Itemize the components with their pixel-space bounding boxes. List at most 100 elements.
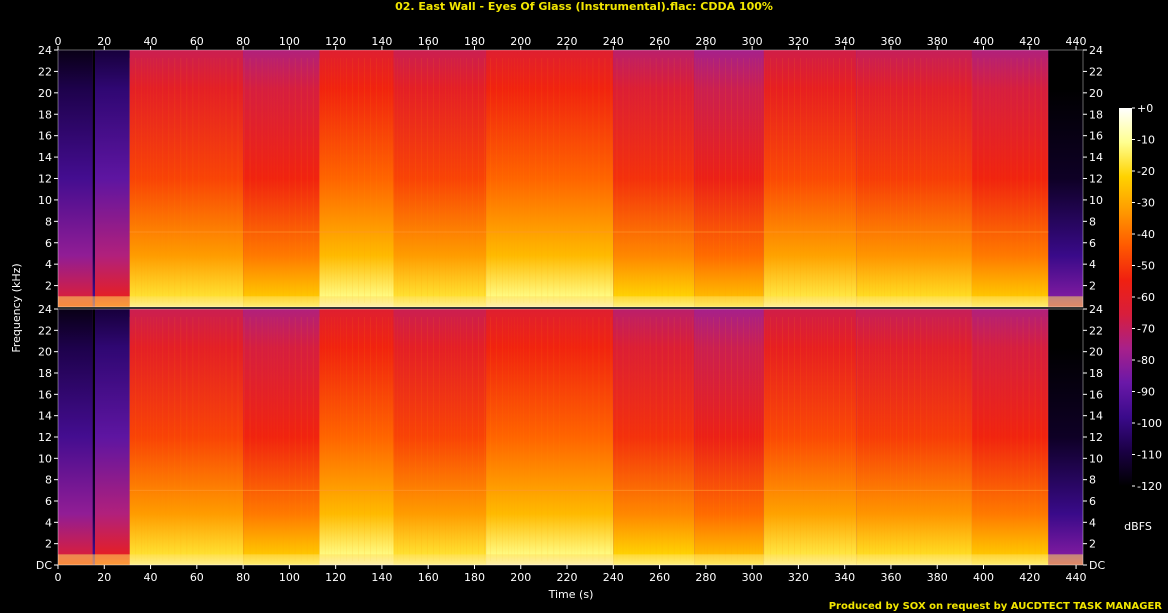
y-tick-label: 20	[1089, 346, 1103, 359]
colorbar-tick-label: -110	[1137, 449, 1162, 462]
x-tick-label: 340	[834, 35, 855, 48]
y-tick-label: 6	[1089, 237, 1096, 250]
x-axis-label: Time (s)	[548, 588, 594, 601]
colorbar-tick-label: -70	[1137, 323, 1155, 336]
low-frequency-band	[58, 296, 1083, 307]
spectrogram-segment	[613, 50, 695, 307]
x-tick-label: 40	[144, 35, 158, 48]
y-tick-label: 2	[1089, 280, 1096, 293]
spectrogram-segment	[613, 309, 695, 565]
spectrogram-segment	[763, 309, 857, 565]
y-tick-label: 16	[1089, 388, 1103, 401]
colorbar-tick-label: -120	[1137, 480, 1162, 493]
x-tick-label: 320	[788, 35, 809, 48]
spectrogram-segment	[319, 50, 394, 307]
colorbar-tick-label: -10	[1137, 134, 1155, 147]
x-tick-label: 440	[1066, 571, 1087, 584]
channel-2	[58, 309, 1083, 565]
y-tick-label: 2	[1089, 538, 1096, 551]
y-tick-label: 16	[38, 130, 52, 143]
y-tick-label: 4	[1089, 258, 1096, 271]
x-tick-label: 140	[371, 571, 392, 584]
y-tick-label: 16	[38, 388, 52, 401]
colorbar-tick-label: -20	[1137, 165, 1155, 178]
x-tick-label: 440	[1066, 35, 1087, 48]
x-tick-label: 80	[236, 35, 250, 48]
y-tick-label: DC	[36, 559, 52, 572]
y-tick-label: 12	[38, 173, 52, 186]
x-tick-label: 160	[418, 571, 439, 584]
y-tick-label: 24	[1089, 44, 1103, 57]
y-tick-label: 22	[1089, 65, 1103, 78]
colorbar-label: dBFS	[1124, 520, 1152, 533]
y-tick-label: 14	[38, 410, 52, 423]
y-tick-label: 12	[1089, 173, 1103, 186]
x-tick-label: 260	[649, 571, 670, 584]
spectrogram-segment	[1048, 309, 1083, 565]
spectrogram-segment	[129, 50, 244, 307]
y-tick-label: 18	[1089, 367, 1103, 380]
spectrogram-segment	[971, 309, 1049, 565]
x-tick-label: 80	[236, 571, 250, 584]
x-tick-label: 300	[742, 35, 763, 48]
colorbar-tick-label: -90	[1137, 386, 1155, 399]
y-tick-label: 16	[1089, 130, 1103, 143]
x-tick-label: 240	[603, 35, 624, 48]
x-tick-label: 120	[325, 571, 346, 584]
x-tick-label: 360	[880, 35, 901, 48]
y-tick-label: 8	[45, 215, 52, 228]
y-tick-label: 2	[45, 538, 52, 551]
x-tick-label: 140	[371, 35, 392, 48]
y-tick-label: 10	[38, 194, 52, 207]
y-tick-label: 22	[1089, 324, 1103, 337]
y-tick-label: 6	[45, 495, 52, 508]
y-tick-label: 6	[1089, 495, 1096, 508]
x-tick-label: 60	[190, 35, 204, 48]
spectrogram-segment	[393, 50, 487, 307]
x-tick-label: 40	[144, 571, 158, 584]
x-tick-label: 100	[279, 571, 300, 584]
y-tick-label: 6	[45, 237, 52, 250]
low-frequency-band	[58, 554, 1083, 565]
x-tick-label: 380	[927, 571, 948, 584]
y-tick-label: 14	[1089, 151, 1103, 164]
x-tick-label: 280	[695, 571, 716, 584]
y-tick-label: 10	[1089, 194, 1103, 207]
y-tick-label: 20	[38, 87, 52, 100]
x-tick-label: 380	[927, 35, 948, 48]
x-tick-label: 360	[880, 571, 901, 584]
spectrogram-segment	[694, 50, 764, 307]
x-tick-label: 240	[603, 571, 624, 584]
y-tick-label: 2	[45, 280, 52, 293]
spectrogram-segment	[763, 50, 857, 307]
y-tick-label: 14	[1089, 410, 1103, 423]
spectrogram-segment	[95, 50, 130, 307]
x-tick-label: 300	[742, 571, 763, 584]
spectrogram-segment	[971, 50, 1049, 307]
x-tick-label: 420	[1019, 35, 1040, 48]
colorbar-layer: +0 -10 -20 -30 -40 -50 -60 -70 -80 -90 -100 -110 -12…	[1119, 102, 1162, 493]
x-tick-label: 160	[418, 35, 439, 48]
spectrogram-segment	[58, 309, 93, 565]
y-tick-label: 12	[1089, 431, 1103, 444]
colorbar	[1119, 108, 1132, 486]
spectrogram-segment	[856, 309, 972, 565]
colorbar-tick-label: -100	[1137, 417, 1162, 430]
x-tick-label: 60	[190, 571, 204, 584]
colorbar-tick-label: -80	[1137, 354, 1155, 367]
y-tick-label: 4	[45, 516, 52, 529]
y-tick-label: 18	[38, 367, 52, 380]
x-tick-label: 320	[788, 571, 809, 584]
colorbar-tick-label: -60	[1137, 291, 1155, 304]
y-tick-label: 4	[1089, 516, 1096, 529]
y-tick-label: 14	[38, 151, 52, 164]
x-tick-label: 200	[510, 571, 531, 584]
y-tick-label: 12	[38, 431, 52, 444]
footer-credit: Produced by SOX on request by AUCDTECT T…	[828, 601, 1162, 612]
y-tick-label: DC	[1089, 559, 1105, 572]
x-tick-label: 0	[55, 571, 62, 584]
spectrogram-segment	[486, 309, 614, 565]
y-tick-label: 8	[1089, 474, 1096, 487]
